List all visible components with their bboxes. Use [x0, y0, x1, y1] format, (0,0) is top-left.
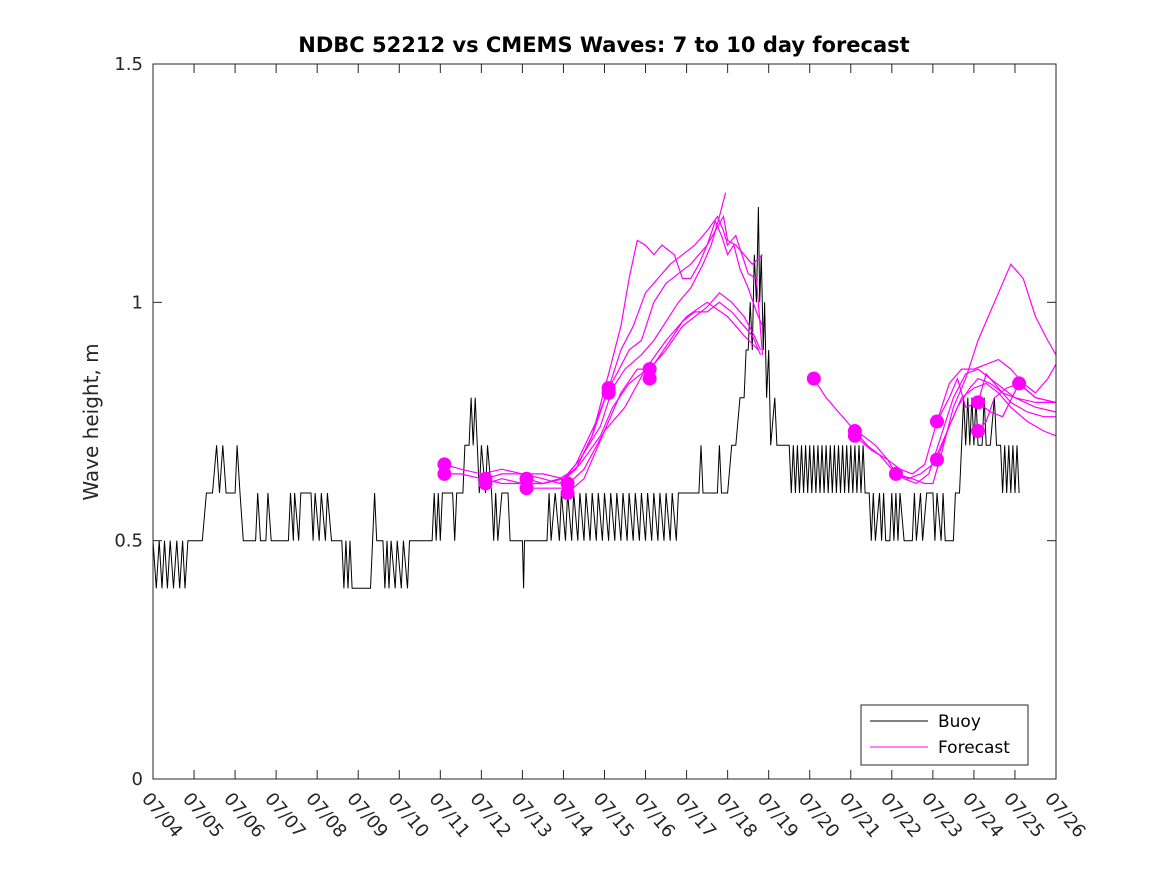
forecast-marker	[1012, 376, 1027, 391]
forecast-line	[444, 219, 764, 485]
forecast-marker	[888, 466, 903, 481]
forecast-marker	[806, 371, 821, 386]
y-tick-label: 1	[132, 292, 143, 313]
y-tick-label: 0	[132, 769, 143, 790]
forecast-line	[485, 214, 763, 480]
plot-area	[152, 192, 1057, 589]
forecast-line	[526, 291, 762, 489]
forecast-marker	[929, 452, 944, 467]
legend-box	[860, 704, 1029, 766]
forecast-line	[895, 263, 1057, 485]
forecast-line	[485, 192, 727, 485]
legend-forecast-label: Forecast	[938, 738, 1010, 758]
forecast-marker	[847, 428, 862, 443]
forecast-line	[567, 301, 759, 494]
forecast-marker	[929, 414, 944, 429]
legend-buoy-label: Buoy	[938, 712, 981, 732]
legend: Buoy Forecast	[860, 704, 1029, 766]
forecast-marker	[642, 371, 657, 386]
forecast-line	[854, 368, 1056, 485]
buoy-line	[152, 206, 1020, 589]
forecast-line	[936, 382, 1057, 460]
chart-title: NDBC 52212 vs CMEMS Waves: 7 to 10 day f…	[298, 33, 909, 57]
forecast-series	[437, 192, 1057, 500]
forecast-marker	[560, 486, 575, 500]
y-tick-label: 0.5	[114, 531, 143, 552]
y-tick-label: 1.5	[114, 54, 143, 75]
forecast-line	[854, 358, 1057, 475]
forecast-line	[977, 382, 1057, 432]
forecast-marker	[971, 424, 986, 439]
y-axis-label: Wave height, m	[79, 343, 103, 500]
forecast-marker	[601, 385, 616, 400]
forecast-marker	[437, 466, 452, 481]
forecast-marker	[519, 481, 534, 496]
forecast-line	[936, 372, 1056, 422]
forecast-marker	[478, 476, 493, 491]
y-axis-ticks: 0 0.5 1 1.5	[114, 54, 1056, 790]
buoy-series	[152, 206, 1020, 589]
forecast-marker	[971, 395, 986, 410]
forecast-line	[526, 301, 762, 485]
